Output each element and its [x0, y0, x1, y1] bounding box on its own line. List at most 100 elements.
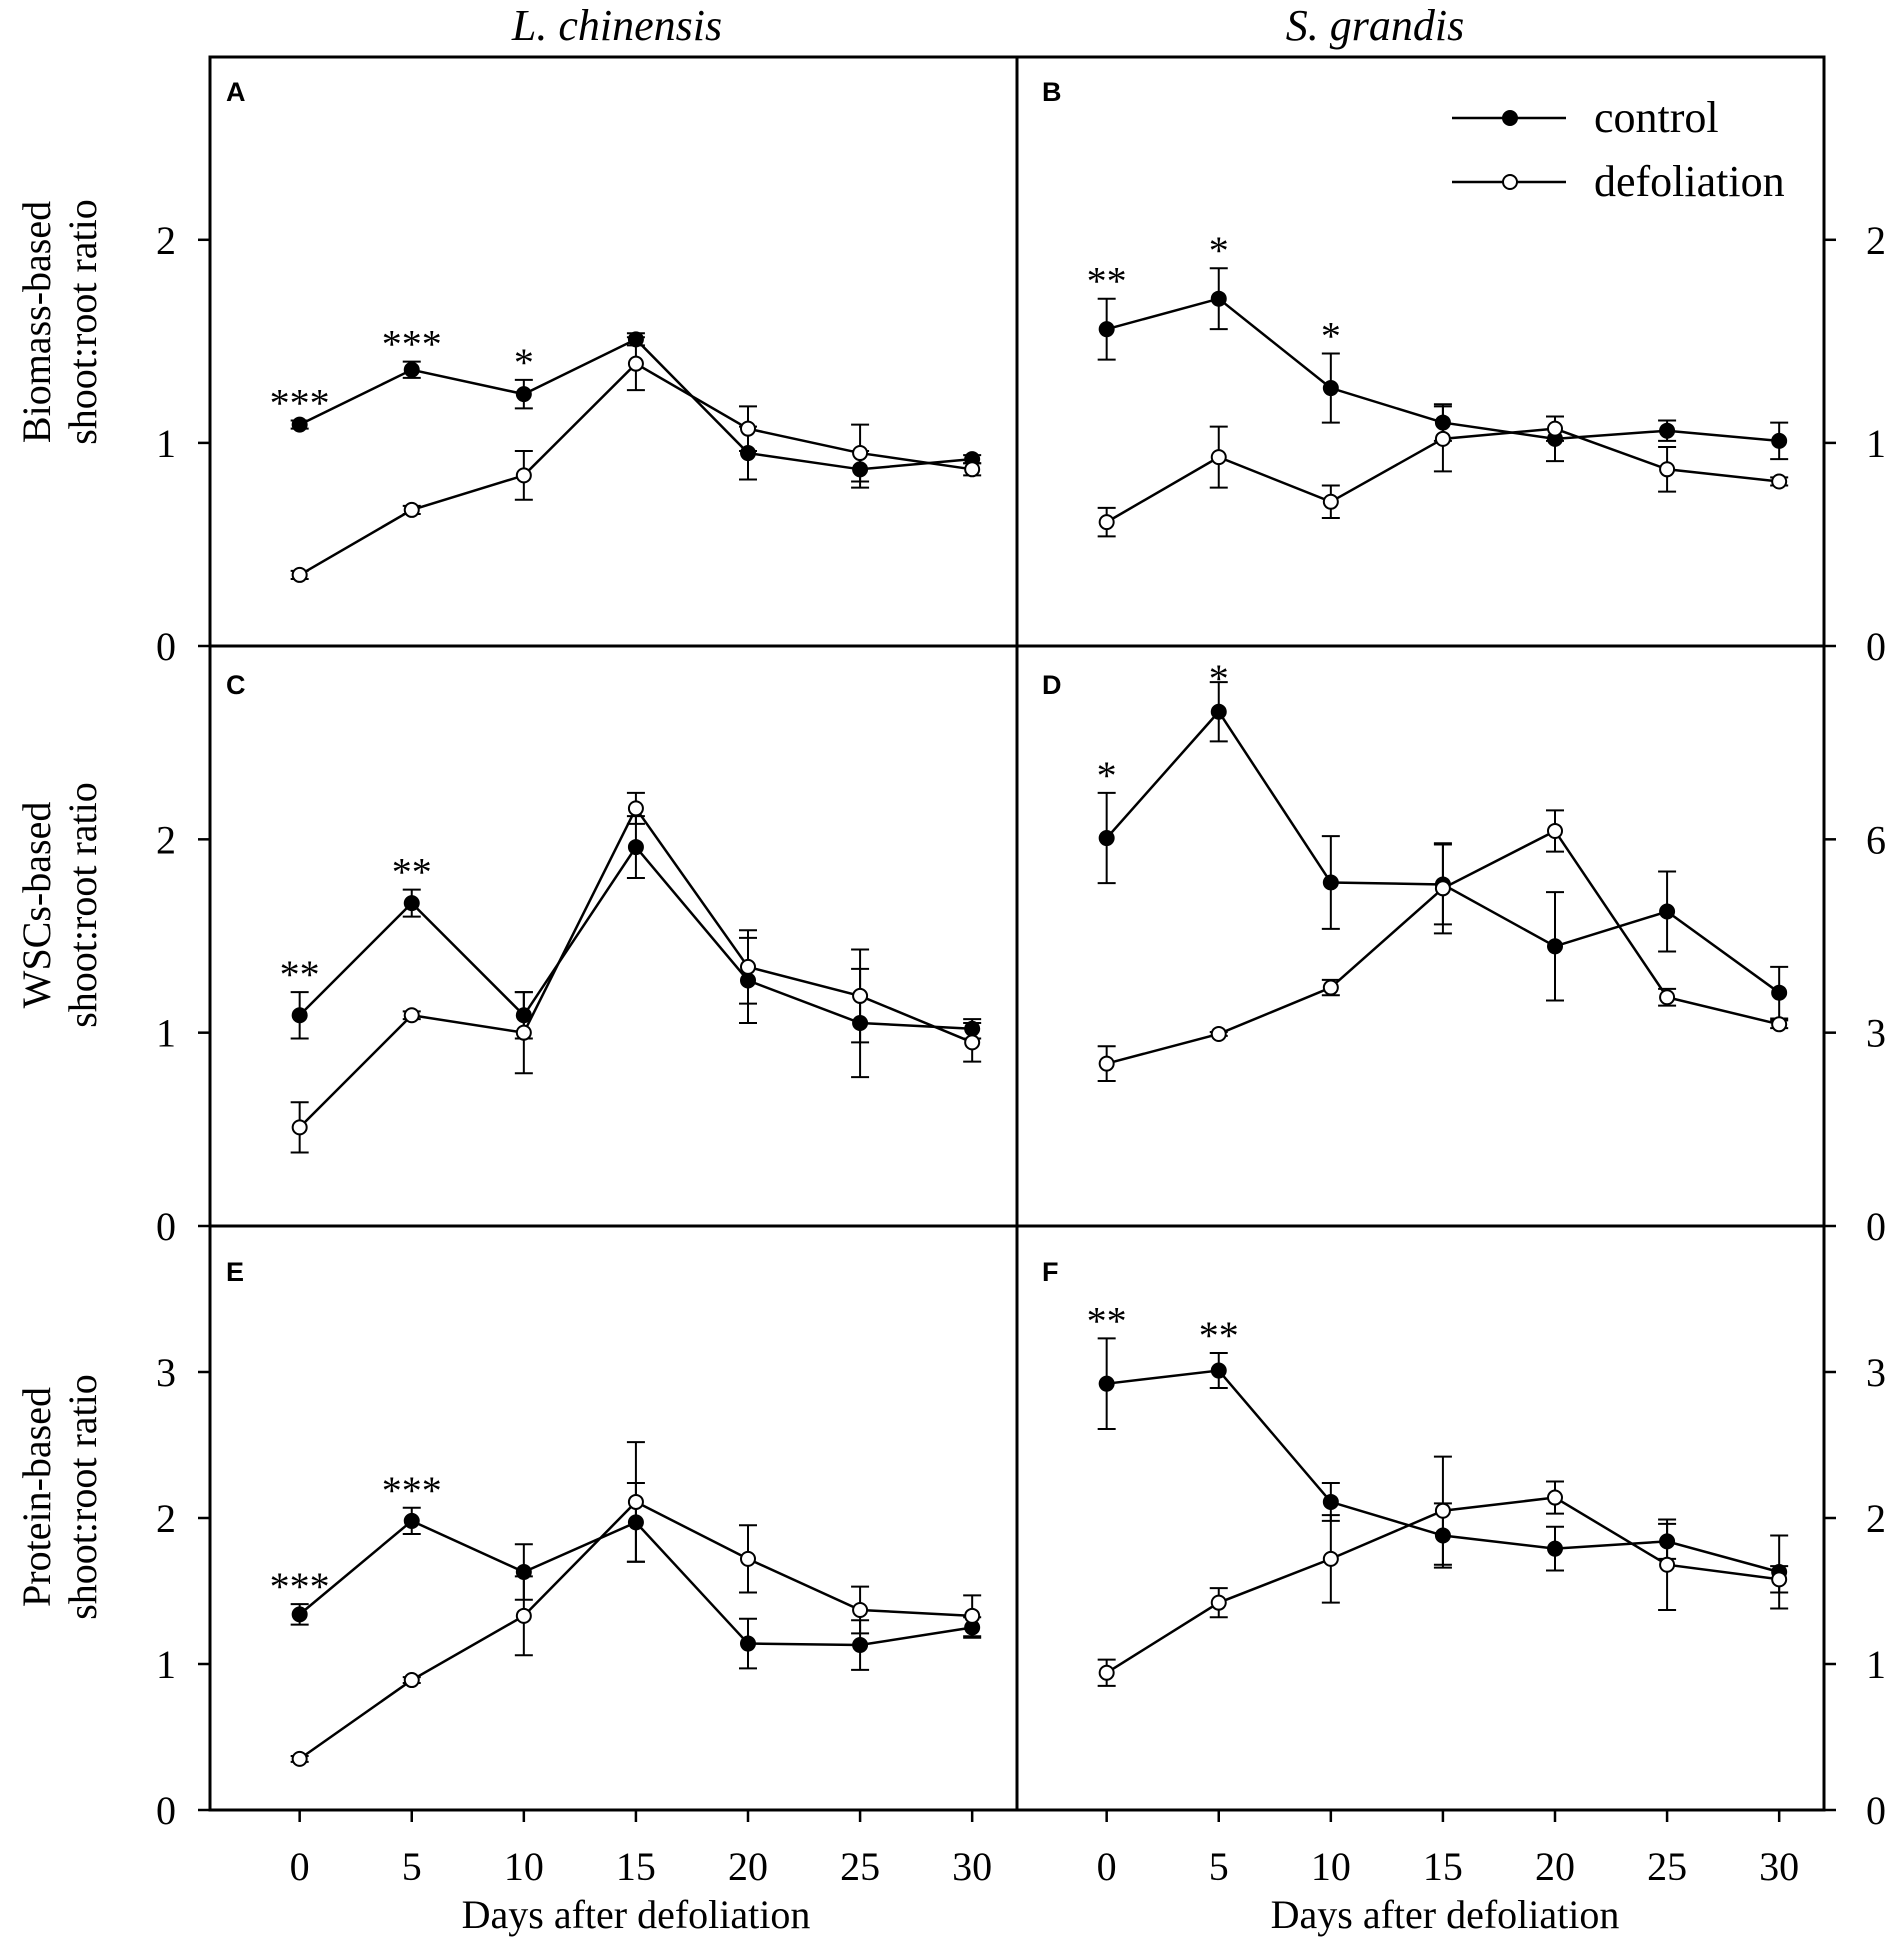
data-point-control — [852, 1015, 869, 1031]
data-point-defoliation — [1210, 449, 1227, 466]
data-point-defoliation — [1322, 493, 1339, 510]
row-3-ylabel-line-2: shoot:root ratio — [60, 1374, 105, 1620]
y-tick-label: 1 — [156, 1642, 176, 1687]
y-tick-label: 1 — [1866, 421, 1886, 466]
data-point-control — [1659, 1533, 1676, 1550]
data-point-defoliation — [291, 566, 308, 583]
data-point-control — [852, 461, 869, 478]
data-point-control — [291, 416, 308, 433]
y-tick-label: 0 — [1866, 624, 1886, 669]
data-point-defoliation — [964, 461, 981, 478]
y-tick-label: 0 — [1866, 1204, 1886, 1249]
x-tick-label: 30 — [952, 1844, 992, 1889]
row-1-ylabel: Biomass-based shoot:root ratio — [14, 199, 105, 445]
data-point-control — [1434, 1527, 1451, 1544]
significance-label: * — [1209, 656, 1229, 701]
data-point-control — [1322, 874, 1339, 891]
x-tick-label: 5 — [402, 1844, 422, 1889]
y-tick-label: 2 — [156, 817, 176, 862]
data-point-defoliation — [627, 1493, 644, 1510]
data-point-control — [291, 1007, 308, 1024]
data-point-defoliation — [1098, 1664, 1115, 1681]
data-point-control — [740, 445, 756, 462]
data-point-control — [403, 1512, 420, 1529]
data-point-defoliation — [964, 1034, 981, 1051]
data-point-defoliation — [1547, 420, 1563, 437]
panel-E-letter: E — [226, 1257, 244, 1287]
data-point-control — [1771, 984, 1788, 1001]
data-point-defoliation — [1659, 461, 1676, 478]
legend-control-label: control — [1594, 93, 1719, 142]
y-tick-label: 2 — [156, 1496, 176, 1541]
row-1-ylabel-line-2: shoot:root ratio — [60, 199, 105, 445]
panel-b-plot: 012**** — [1087, 218, 1886, 669]
y-tick-label: 2 — [1866, 1496, 1886, 1541]
row-1-ylabel-line-1: Biomass-based — [14, 201, 59, 443]
y-tick-label: 2 — [1866, 218, 1886, 263]
data-point-defoliation — [1434, 880, 1451, 897]
data-point-defoliation — [627, 800, 644, 817]
panel-E-frame — [208, 1224, 1019, 1812]
column-title-right: S. grandis — [1286, 1, 1464, 50]
data-point-control — [740, 972, 756, 989]
data-point-control — [1210, 290, 1227, 307]
data-point-control — [1322, 1493, 1339, 1510]
significance-label: * — [1097, 753, 1117, 798]
data-point-control — [1098, 1375, 1115, 1392]
row-2-ylabel: WSCs-based shoot:root ratio — [14, 782, 105, 1028]
row-3-ylabel-line-1: Protein-based — [14, 1387, 59, 1607]
data-point-defoliation — [740, 420, 756, 437]
significance-label: ** — [1087, 1298, 1127, 1343]
data-point-control — [1659, 903, 1676, 920]
panel-B-frame — [1015, 55, 1826, 648]
data-point-control — [515, 386, 532, 403]
y-tick-label: 0 — [156, 1204, 176, 1249]
data-point-defoliation — [1210, 1594, 1227, 1611]
significance-label: * — [1321, 314, 1341, 359]
data-point-defoliation — [403, 1672, 420, 1689]
data-point-defoliation — [852, 987, 869, 1004]
significance-label: ** — [1087, 259, 1127, 304]
data-point-defoliation — [515, 1024, 532, 1041]
y-tick-label: 1 — [156, 421, 176, 466]
significance-label: *** — [382, 322, 442, 367]
data-point-control — [1210, 1362, 1227, 1379]
data-point-defoliation — [852, 1601, 869, 1618]
data-point-control — [964, 1020, 981, 1037]
x-tick-label: 25 — [1647, 1844, 1687, 1889]
data-point-control — [291, 1606, 308, 1623]
y-tick-label: 6 — [1866, 817, 1886, 862]
data-point-control — [627, 1514, 644, 1531]
data-point-defoliation — [1098, 1055, 1115, 1072]
data-point-defoliation — [403, 1007, 420, 1024]
data-point-control — [1098, 830, 1115, 847]
data-point-defoliation — [740, 958, 756, 975]
data-point-defoliation — [964, 1607, 981, 1624]
data-point-defoliation — [1322, 1550, 1339, 1567]
y-tick-label: 3 — [1866, 1350, 1886, 1395]
xlabel-left: Days after defoliation — [462, 1892, 811, 1937]
x-tick-label: 10 — [504, 1844, 544, 1889]
x-tick-label: 5 — [1209, 1844, 1229, 1889]
significance-label: * — [1209, 228, 1229, 273]
row-2-ylabel-line-2: shoot:root ratio — [60, 782, 105, 1028]
data-point-control — [1434, 414, 1451, 431]
data-point-control — [1322, 380, 1339, 397]
row-2-ylabel-line-1: WSCs-based — [14, 802, 59, 1009]
data-point-defoliation — [1659, 1556, 1676, 1573]
significance-label: ** — [280, 952, 320, 997]
xlabel-right: Days after defoliation — [1271, 1892, 1620, 1937]
x-tick-label: 0 — [1097, 1844, 1117, 1889]
y-tick-label: 0 — [156, 1788, 176, 1833]
panel-D-letter: D — [1042, 670, 1062, 700]
data-point-defoliation — [1771, 1571, 1788, 1588]
panel-B-letter: B — [1042, 77, 1062, 107]
data-point-control — [740, 1635, 756, 1652]
data-point-defoliation — [1659, 989, 1676, 1006]
data-point-defoliation — [291, 1750, 308, 1767]
x-tick-label: 20 — [728, 1844, 768, 1889]
x-tick-label: 30 — [1759, 1844, 1799, 1889]
data-point-defoliation — [1098, 514, 1115, 531]
